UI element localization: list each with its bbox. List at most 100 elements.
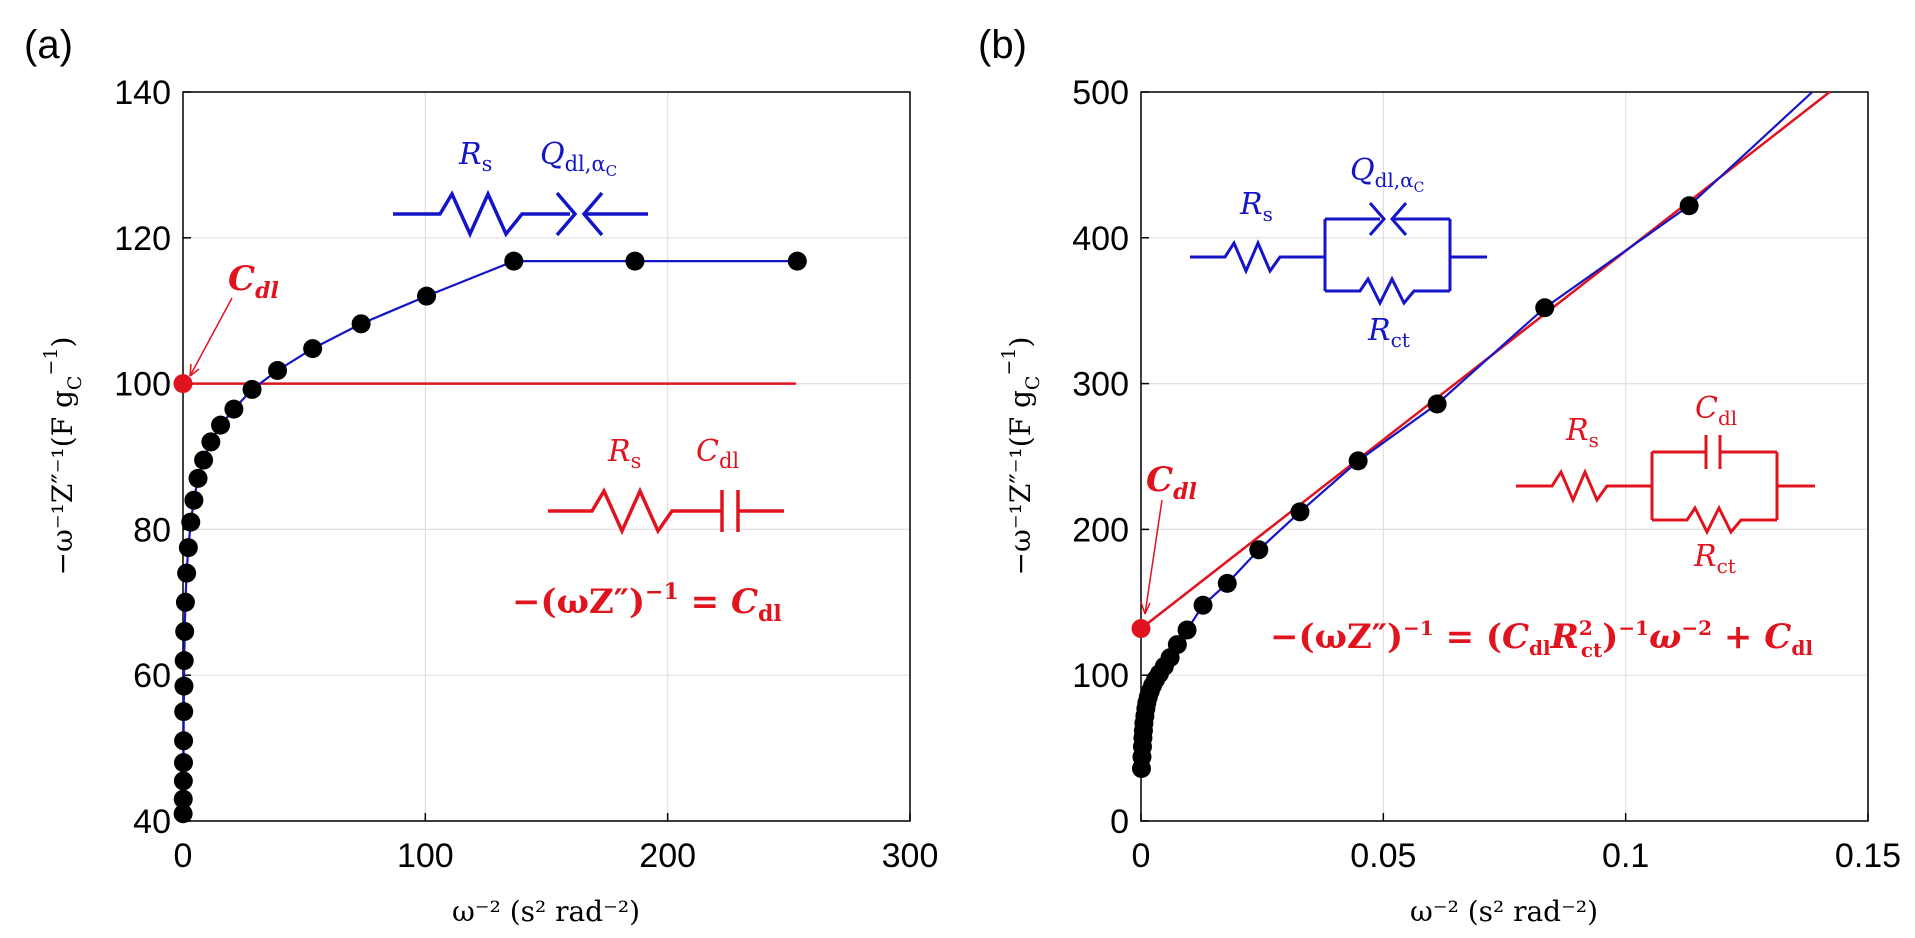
panel-b-red-rct-main: R — [1693, 539, 1717, 574]
panel-a-data-point — [175, 621, 195, 641]
panel-b-red-rs-sub: s — [1589, 428, 1599, 452]
panel-a-data-point — [174, 731, 194, 751]
panel-b-xtick-label: 0.05 — [1350, 837, 1416, 875]
panel-b-ytick-label: 300 — [1072, 366, 1129, 404]
panel-b-cdl-annotation-main: C — [1146, 460, 1173, 500]
panel-b-red-c-main: C — [1695, 391, 1718, 426]
panel-a-cpe-left-icon — [555, 191, 578, 237]
panel-a-data-point — [242, 379, 262, 399]
panel-a-ytick-label: 60 — [133, 657, 171, 695]
panel-b-eq-close-sup: −1 — [1618, 616, 1649, 640]
panel-b-data-point — [1193, 595, 1213, 615]
panel-b-cdl-arrow-line — [1144, 499, 1163, 615]
panel-a-blue-q-main: Q — [540, 137, 565, 172]
panel-a-data-point — [175, 592, 195, 612]
panel-a-data-point — [625, 251, 645, 271]
panel-a-ytick-label: 40 — [133, 803, 171, 841]
panel-b-blue-rs-main: R — [1239, 187, 1263, 222]
panel-b-eq-r-sup: 2 — [1579, 616, 1593, 640]
panel-b-eq-r-sub: ct — [1581, 638, 1603, 662]
panel-a-data-point — [174, 651, 194, 671]
panel-a-eq-rhs-sub: dl — [758, 601, 782, 627]
panel-b-eq-rhs-sub: dl — [1791, 636, 1813, 660]
panel-a-data-point — [211, 415, 231, 435]
panel-b-blue-q-sub: dl,α — [1375, 168, 1414, 192]
panel-b-ticks: 0 0.05 0.1 0.15 0 100 200 300 400 500 — [1072, 74, 1901, 875]
panel-b-xtick-label: 0.15 — [1835, 837, 1901, 875]
panel-b-ytick-label: 500 — [1072, 74, 1129, 112]
panel-b-rct-resistor-icon — [1325, 275, 1450, 307]
panel-a-xlabel: ω⁻² (s² rad⁻²) — [452, 895, 640, 928]
panel-a-red-rs-sub: s — [631, 449, 642, 473]
panel-b-red-rs-main: R — [1565, 413, 1589, 448]
panel-a-blue-q-sub: dl,α — [565, 152, 606, 176]
panel-a-fit-line — [182, 260, 798, 814]
panel-b-ylabel: −ω⁻¹Z″⁻¹(F gC−1) — [998, 337, 1044, 576]
panel-a-data-point — [268, 360, 288, 380]
panel-b-red-resistor-icon — [1516, 468, 1652, 504]
panel-b-red-c-sub: dl — [1718, 406, 1737, 430]
panel-a-eq-rhs: C — [731, 582, 758, 622]
panel-a-xtick-label: 100 — [397, 837, 454, 875]
panel-b-ytick-label: 0 — [1110, 803, 1129, 841]
panel-a-data-point — [303, 339, 323, 359]
panel-b-eq-omega: ω — [1649, 617, 1681, 657]
panel-a-circuit-series-cpe — [393, 189, 648, 239]
panel-a-blue-rs-sub: s — [482, 152, 493, 176]
panel-a-equation: −(ωZ″)−1 = Cdl — [512, 579, 782, 627]
panel-a-data-point — [181, 512, 201, 532]
panel-a-data-point — [194, 450, 214, 470]
panel-a-data-point — [787, 251, 807, 271]
panel-a-circuit-series-c — [548, 486, 784, 536]
panel-a-ytick-label: 100 — [114, 366, 171, 404]
panel-a-data-point — [173, 771, 193, 791]
panel-b-eq-close: ) — [1602, 617, 1618, 657]
panel-a-data-point — [201, 432, 221, 452]
panel-b-axes-box — [1140, 91, 1869, 822]
panel-a-data-point — [178, 538, 198, 558]
panel-b-data-point — [1167, 635, 1187, 655]
panel-a-ticks: 0 100 200 300 40 60 80 100 120 140 — [114, 74, 938, 875]
panel-a-data-point — [188, 468, 208, 488]
panel-a-red-c-label: Cdl — [696, 434, 739, 473]
panel-a-data-point — [173, 753, 193, 773]
panel-a: (a) 0 100 200 300 40 60 80 100 120 140 ω⁻² (s² ra… — [24, 23, 938, 928]
panel-b-xlabel: ω⁻² (s² rad⁻²) — [1410, 895, 1598, 928]
panel-a-xtick-label: 0 — [174, 837, 193, 875]
panel-a-red-c-main: C — [696, 434, 719, 469]
panel-a-ylabel-sup: −1 — [40, 347, 62, 375]
panel-b-ylabel-sup: −1 — [998, 347, 1020, 375]
panel-b-plot — [1131, 91, 1831, 779]
panel-a-ytick-label: 80 — [133, 511, 171, 549]
panel-b: (b) 0 0.05 0.1 0.15 0 100 200 300 400 500 ω⁻² (s²… — [978, 23, 1901, 928]
panel-a-ylabel-sub: C — [64, 376, 86, 391]
panel-a-data-point — [174, 676, 194, 696]
panel-a-eq-equals: = — [679, 582, 731, 622]
panel-a-grid — [182, 91, 911, 822]
panel-b-circuit-randles-cpe — [1190, 202, 1487, 307]
panel-b-eq-open: = ( — [1434, 617, 1502, 657]
panel-b-red-rct-label: Rct — [1693, 539, 1736, 578]
panel-b-red-rs-label: Rs — [1565, 413, 1599, 452]
panel-b-blue-rct-label: Rct — [1367, 313, 1410, 352]
panel-b-eq-omega-sup: −2 — [1681, 616, 1712, 640]
panel-a-blue-rs-label: Rs — [458, 137, 492, 176]
panel-b-cdl-marker — [1131, 619, 1151, 639]
panel-b-eq-plus: + — [1712, 617, 1764, 657]
panel-b-circuit-randles-c — [1516, 435, 1815, 536]
panel-a-blue-q-subsub: C — [606, 162, 617, 180]
panel-a-red-c-sub: dl — [719, 449, 739, 473]
panel-a-axes-box — [182, 91, 911, 822]
panel-b-blue-rct-sub: ct — [1391, 328, 1410, 352]
panel-b-ylabel-sub: C — [1022, 376, 1044, 391]
panel-b-xtick-label: 0 — [1132, 837, 1151, 875]
panel-b-equation: −(ωZ″)−1 = (CdlR2 ct)−1ω−2 + Cdl — [1270, 616, 1813, 662]
panel-a-cdl-annotation-main: C — [228, 259, 255, 299]
panel-b-cdl-annotation-sub: dl — [1173, 479, 1197, 505]
panel-a-blue-rs-main: R — [458, 137, 482, 172]
panel-b-cdl-annotation: Cdl — [1146, 460, 1197, 505]
panel-b-eq-c-sub: dl — [1529, 636, 1551, 660]
panel-b-ytick-label: 200 — [1072, 511, 1129, 549]
panel-b-blue-rct-main: R — [1367, 313, 1391, 348]
